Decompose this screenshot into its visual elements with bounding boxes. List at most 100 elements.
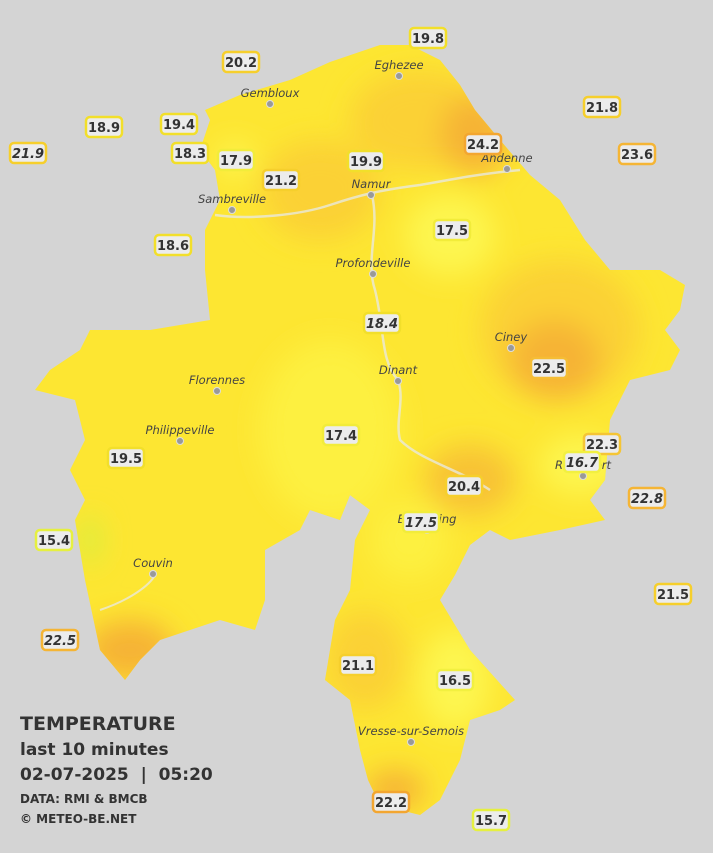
station: 20.2: [221, 50, 261, 74]
station: 15.7: [471, 808, 511, 832]
city-label: Profondeville: [336, 256, 411, 270]
city-dot: [176, 437, 184, 445]
city-label: Couvin: [133, 556, 173, 570]
city-dot: [369, 270, 377, 278]
station-value: 20.4: [448, 480, 480, 495]
station-value: 18.4: [366, 317, 398, 332]
station-box: [627, 486, 667, 510]
city-label: Namur: [352, 177, 392, 191]
station-box: [84, 115, 124, 139]
station: 24.2: [463, 132, 503, 156]
city-dot: [579, 472, 587, 480]
legend-source: DATA: RMI & BMCB: [20, 792, 148, 806]
station: 16.5: [435, 668, 475, 692]
city-dot: [407, 738, 415, 746]
city-dot: [367, 191, 375, 199]
station-box: [261, 168, 301, 192]
station-box: [106, 446, 146, 470]
station-value: 15.7: [475, 814, 507, 829]
station: 18.4: [362, 311, 402, 335]
station-value: 16.5: [439, 674, 471, 689]
station-box: [471, 808, 511, 832]
station: 17.9: [216, 148, 256, 172]
station-value: 23.6: [621, 148, 653, 163]
city-label: Vresse-sur-Semois: [358, 724, 464, 738]
station-box: [582, 95, 622, 119]
station: 19.8: [408, 26, 448, 50]
station-value: 21.9: [12, 147, 44, 162]
city-dot: [266, 100, 274, 108]
station-box: [221, 50, 261, 74]
station-value: 21.1: [342, 659, 374, 674]
station: 21.5: [653, 582, 693, 606]
station-box: [362, 311, 402, 335]
station-value: 16.7: [566, 456, 599, 471]
station-box: [617, 142, 657, 166]
legend-subtitle: last 10 minutes: [20, 740, 169, 760]
legend-title: TEMPERATURE: [20, 713, 176, 735]
station-box: [432, 218, 472, 242]
city-dot: [228, 206, 236, 214]
station-value: 19.9: [350, 155, 382, 170]
station-value: 21.5: [657, 588, 689, 603]
station-value: 19.8: [412, 32, 444, 47]
station-box: [371, 790, 411, 814]
station-value: 22.2: [375, 796, 407, 811]
station-value: 18.3: [174, 147, 206, 162]
station-box: [153, 233, 193, 257]
station: 21.1: [338, 653, 378, 677]
city-label: Eghezee: [374, 58, 423, 72]
station-box: [346, 149, 386, 173]
station: 21.9: [8, 141, 48, 165]
station-value: 22.5: [533, 362, 565, 377]
city-dot: [394, 377, 402, 385]
station-box: [444, 474, 484, 498]
station: 20.4: [444, 474, 484, 498]
station-box: [170, 141, 210, 165]
station-box: [159, 112, 199, 136]
city-label: Dinant: [379, 363, 418, 377]
station-value: 17.9: [220, 154, 252, 169]
station-value: 20.2: [225, 56, 257, 71]
city-label: Philippeville: [146, 423, 215, 437]
city-dot: [213, 387, 221, 395]
station: 19.4: [159, 112, 199, 136]
station: 22.5: [40, 628, 80, 652]
station-value: 22.8: [631, 492, 663, 507]
station-box: [435, 668, 475, 692]
station-box: [34, 528, 74, 552]
station: 22.5: [529, 356, 569, 380]
station: 18.3: [170, 141, 210, 165]
station-value: 22.3: [586, 438, 618, 453]
station-value: 18.6: [157, 239, 189, 254]
station-value: 15.4: [38, 534, 70, 549]
station-value: 19.4: [163, 118, 195, 133]
station-box: [562, 450, 602, 474]
city-label: Florennes: [189, 373, 245, 387]
station-value: 17.5: [436, 224, 468, 239]
station-value: 17.4: [325, 429, 357, 444]
station-box: [321, 423, 361, 447]
station: 17.5: [432, 218, 472, 242]
station: 22.2: [371, 790, 411, 814]
station-box: [40, 628, 80, 652]
city-dot: [507, 344, 515, 352]
stations: 19.8 20.2 21.8 18.9 19.4 21.9 18.3 17.9 21.2 19.9…: [8, 26, 693, 832]
station-value: 19.5: [110, 452, 142, 467]
station: 23.6: [617, 142, 657, 166]
station-box: [582, 432, 622, 456]
city-dot: [149, 570, 157, 578]
station-value: 21.2: [265, 174, 297, 189]
city-label: Gembloux: [241, 86, 300, 100]
station-box: [529, 356, 569, 380]
legend-datetime: 02-07-2025 | 05:20: [20, 765, 213, 785]
station: 19.5: [106, 446, 146, 470]
station: 17.4: [321, 423, 361, 447]
station-box: [401, 510, 441, 534]
station: 19.9: [346, 149, 386, 173]
station-value: 22.5: [44, 634, 76, 649]
station-box: [653, 582, 693, 606]
city-dot: [395, 72, 403, 80]
station-box: [216, 148, 256, 172]
station: 21.8: [582, 95, 622, 119]
